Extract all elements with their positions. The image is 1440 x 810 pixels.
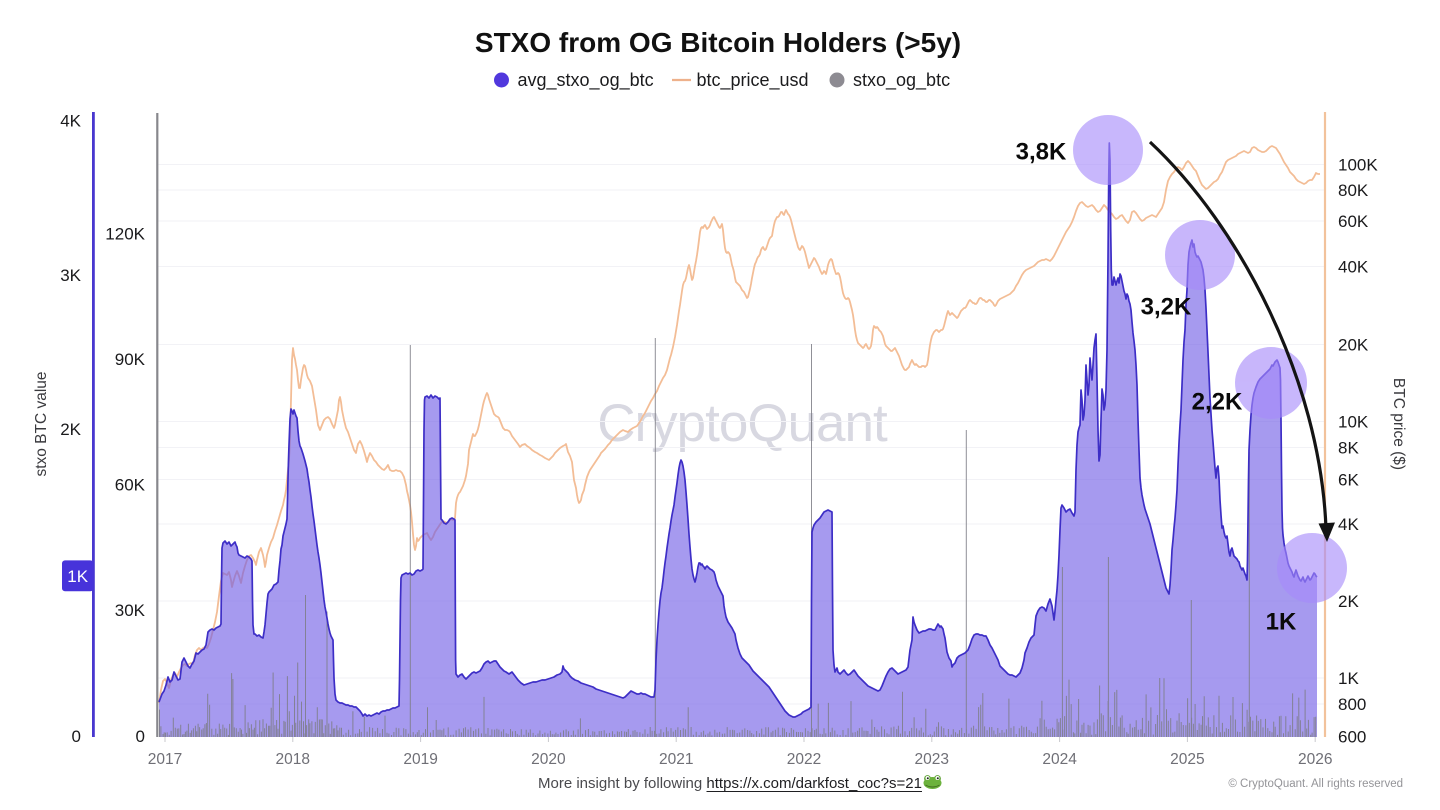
svg-text:3K: 3K [60, 266, 81, 285]
svg-text:1K: 1K [1266, 609, 1297, 636]
svg-text:30K: 30K [115, 601, 146, 620]
svg-text:avg_stxo_og_btc: avg_stxo_og_btc [518, 70, 654, 91]
svg-text:1K: 1K [67, 567, 88, 586]
svg-text:90K: 90K [115, 350, 146, 369]
svg-text:2022: 2022 [787, 751, 821, 768]
svg-text:4K: 4K [60, 112, 81, 131]
svg-text:80K: 80K [1338, 181, 1369, 200]
svg-text:2026: 2026 [1298, 751, 1332, 768]
svg-text:2,2K: 2,2K [1192, 389, 1243, 416]
svg-text:BTC price ($): BTC price ($) [1390, 378, 1407, 470]
svg-text:2019: 2019 [403, 751, 437, 768]
svg-text:2023: 2023 [915, 751, 949, 768]
svg-text:10K: 10K [1338, 413, 1369, 432]
svg-text:2025: 2025 [1170, 751, 1204, 768]
svg-text:4K: 4K [1338, 515, 1359, 534]
svg-text:2018: 2018 [276, 751, 310, 768]
svg-text:2K: 2K [1338, 592, 1359, 611]
svg-text:stxo_og_btc: stxo_og_btc [853, 70, 950, 91]
svg-text:20K: 20K [1338, 336, 1369, 355]
svg-text:600: 600 [1338, 728, 1366, 747]
svg-text:2024: 2024 [1042, 751, 1077, 768]
svg-text:© CryptoQuant. All rights rese: © CryptoQuant. All rights reserved [1228, 778, 1403, 790]
svg-text:2K: 2K [60, 420, 81, 439]
svg-text:0: 0 [72, 727, 81, 746]
svg-text:3,2K: 3,2K [1141, 294, 1192, 321]
svg-text:100K: 100K [1338, 156, 1378, 175]
svg-text:stxo BTC value: stxo BTC value [33, 371, 50, 476]
svg-text:More insight by following http: More insight by following https://x.com/… [538, 775, 922, 792]
svg-text:2021: 2021 [659, 751, 693, 768]
svg-text:8K: 8K [1338, 439, 1359, 458]
svg-text:6K: 6K [1338, 471, 1359, 490]
svg-text:2020: 2020 [531, 751, 566, 768]
svg-text:120K: 120K [105, 225, 145, 244]
svg-text:40K: 40K [1338, 258, 1369, 277]
svg-text:CryptoQuant: CryptoQuant [597, 394, 888, 453]
svg-text:STXO from OG Bitcoin Holders (: STXO from OG Bitcoin Holders (>5y) [475, 27, 961, 58]
svg-text:2017: 2017 [148, 751, 182, 768]
svg-text:800: 800 [1338, 695, 1366, 714]
svg-text:btc_price_usd: btc_price_usd [697, 70, 809, 91]
svg-text:0: 0 [136, 727, 145, 746]
svg-text:1K: 1K [1338, 669, 1359, 688]
svg-text:3,8K: 3,8K [1016, 139, 1067, 166]
svg-text:60K: 60K [1338, 212, 1369, 231]
svg-text:60K: 60K [115, 476, 146, 495]
